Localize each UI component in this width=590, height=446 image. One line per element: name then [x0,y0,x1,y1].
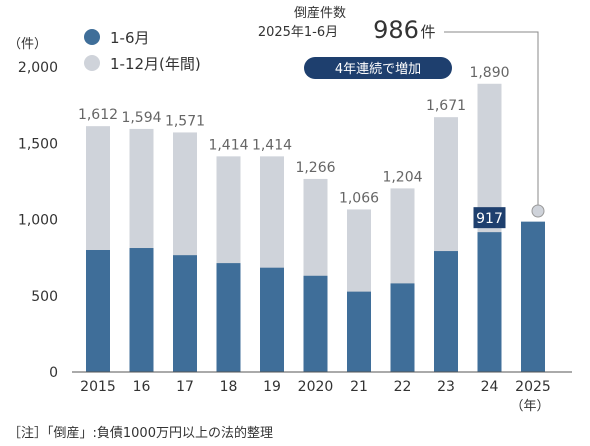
data-label-annual: 1,204 [382,169,422,185]
x-tick-label: 18 [220,379,238,395]
data-label-annual: 1,414 [208,137,248,153]
bar-half [260,267,284,372]
x-tick-labels: 2015 16 17 18 19 2020 21 22 23 24 2025 [80,379,551,395]
x-tick-label: 2015 [80,379,116,395]
y-tick-label: 2,000 [18,60,58,76]
legend-label-half: 1-6月 [110,29,150,47]
data-label-annual: 1,066 [339,190,379,206]
legend: 1-6月 1-12月(年間) [84,29,201,73]
data-label-annual: 1,266 [295,160,335,176]
y-tick-label: 0 [49,365,58,381]
x-axis-unit: （年） [510,399,549,414]
bar-half [347,291,371,372]
data-label-annual: 1,594 [121,110,161,126]
bar-half [86,250,110,372]
y-tick-label: 1,500 [18,136,58,152]
bar-half [434,251,458,372]
callout-value: 986 [373,16,419,44]
bars-layer [86,83,545,373]
callout-leader-line [444,31,539,210]
x-tick-label: 23 [437,379,455,395]
bar-half [173,255,197,372]
callout-badge [304,57,452,79]
callout-marker [531,204,545,218]
callout-title: 倒産件数 [294,5,346,21]
callout-unit: 件 [420,23,435,41]
x-tick-label: 24 [481,379,499,395]
x-tick-label: 17 [176,379,194,395]
legend-swatch-annual [84,55,100,71]
bar-half [477,232,502,372]
x-tick-label: 16 [133,379,151,395]
bar-half [216,263,241,372]
data-label-annual: 1,414 [252,137,292,153]
y-axis-unit: （件） [8,37,47,52]
x-tick-label: 19 [263,379,281,395]
y-tick-label: 500 [31,289,58,305]
data-label-annual: 1,671 [426,98,466,114]
callout-period: 2025年1-6月 [258,25,338,40]
y-tick-labels: 0 500 1,000 1,500 2,000 [18,60,58,381]
bar-half [129,248,154,372]
data-label-annual: 1,890 [469,65,509,81]
footnote: ［注］「倒産」:負債1000万円以上の法的整理 [8,425,273,441]
data-label-annual: 1,612 [78,107,118,123]
x-tick-label: 2025 [515,379,551,395]
x-tick-label: 2020 [298,379,334,395]
half-2024-tag [473,207,506,229]
callout: 倒産件数 2025年1-6月 986 件 4年連続で増加 [258,5,545,218]
bar-half [390,283,415,372]
half-2024-label: 917 [476,211,503,227]
y-tick-label: 1,000 [18,213,58,229]
bar-half [303,275,328,372]
legend-label-annual: 1-12月(年間) [110,55,201,73]
callout-badge-text: 4年連続で増加 [335,62,421,77]
x-tick-label: 22 [394,379,412,395]
data-label-annual: 1,571 [165,113,205,129]
bar-half [521,221,545,372]
legend-swatch-half [84,29,100,45]
x-tick-label: 21 [350,379,368,395]
